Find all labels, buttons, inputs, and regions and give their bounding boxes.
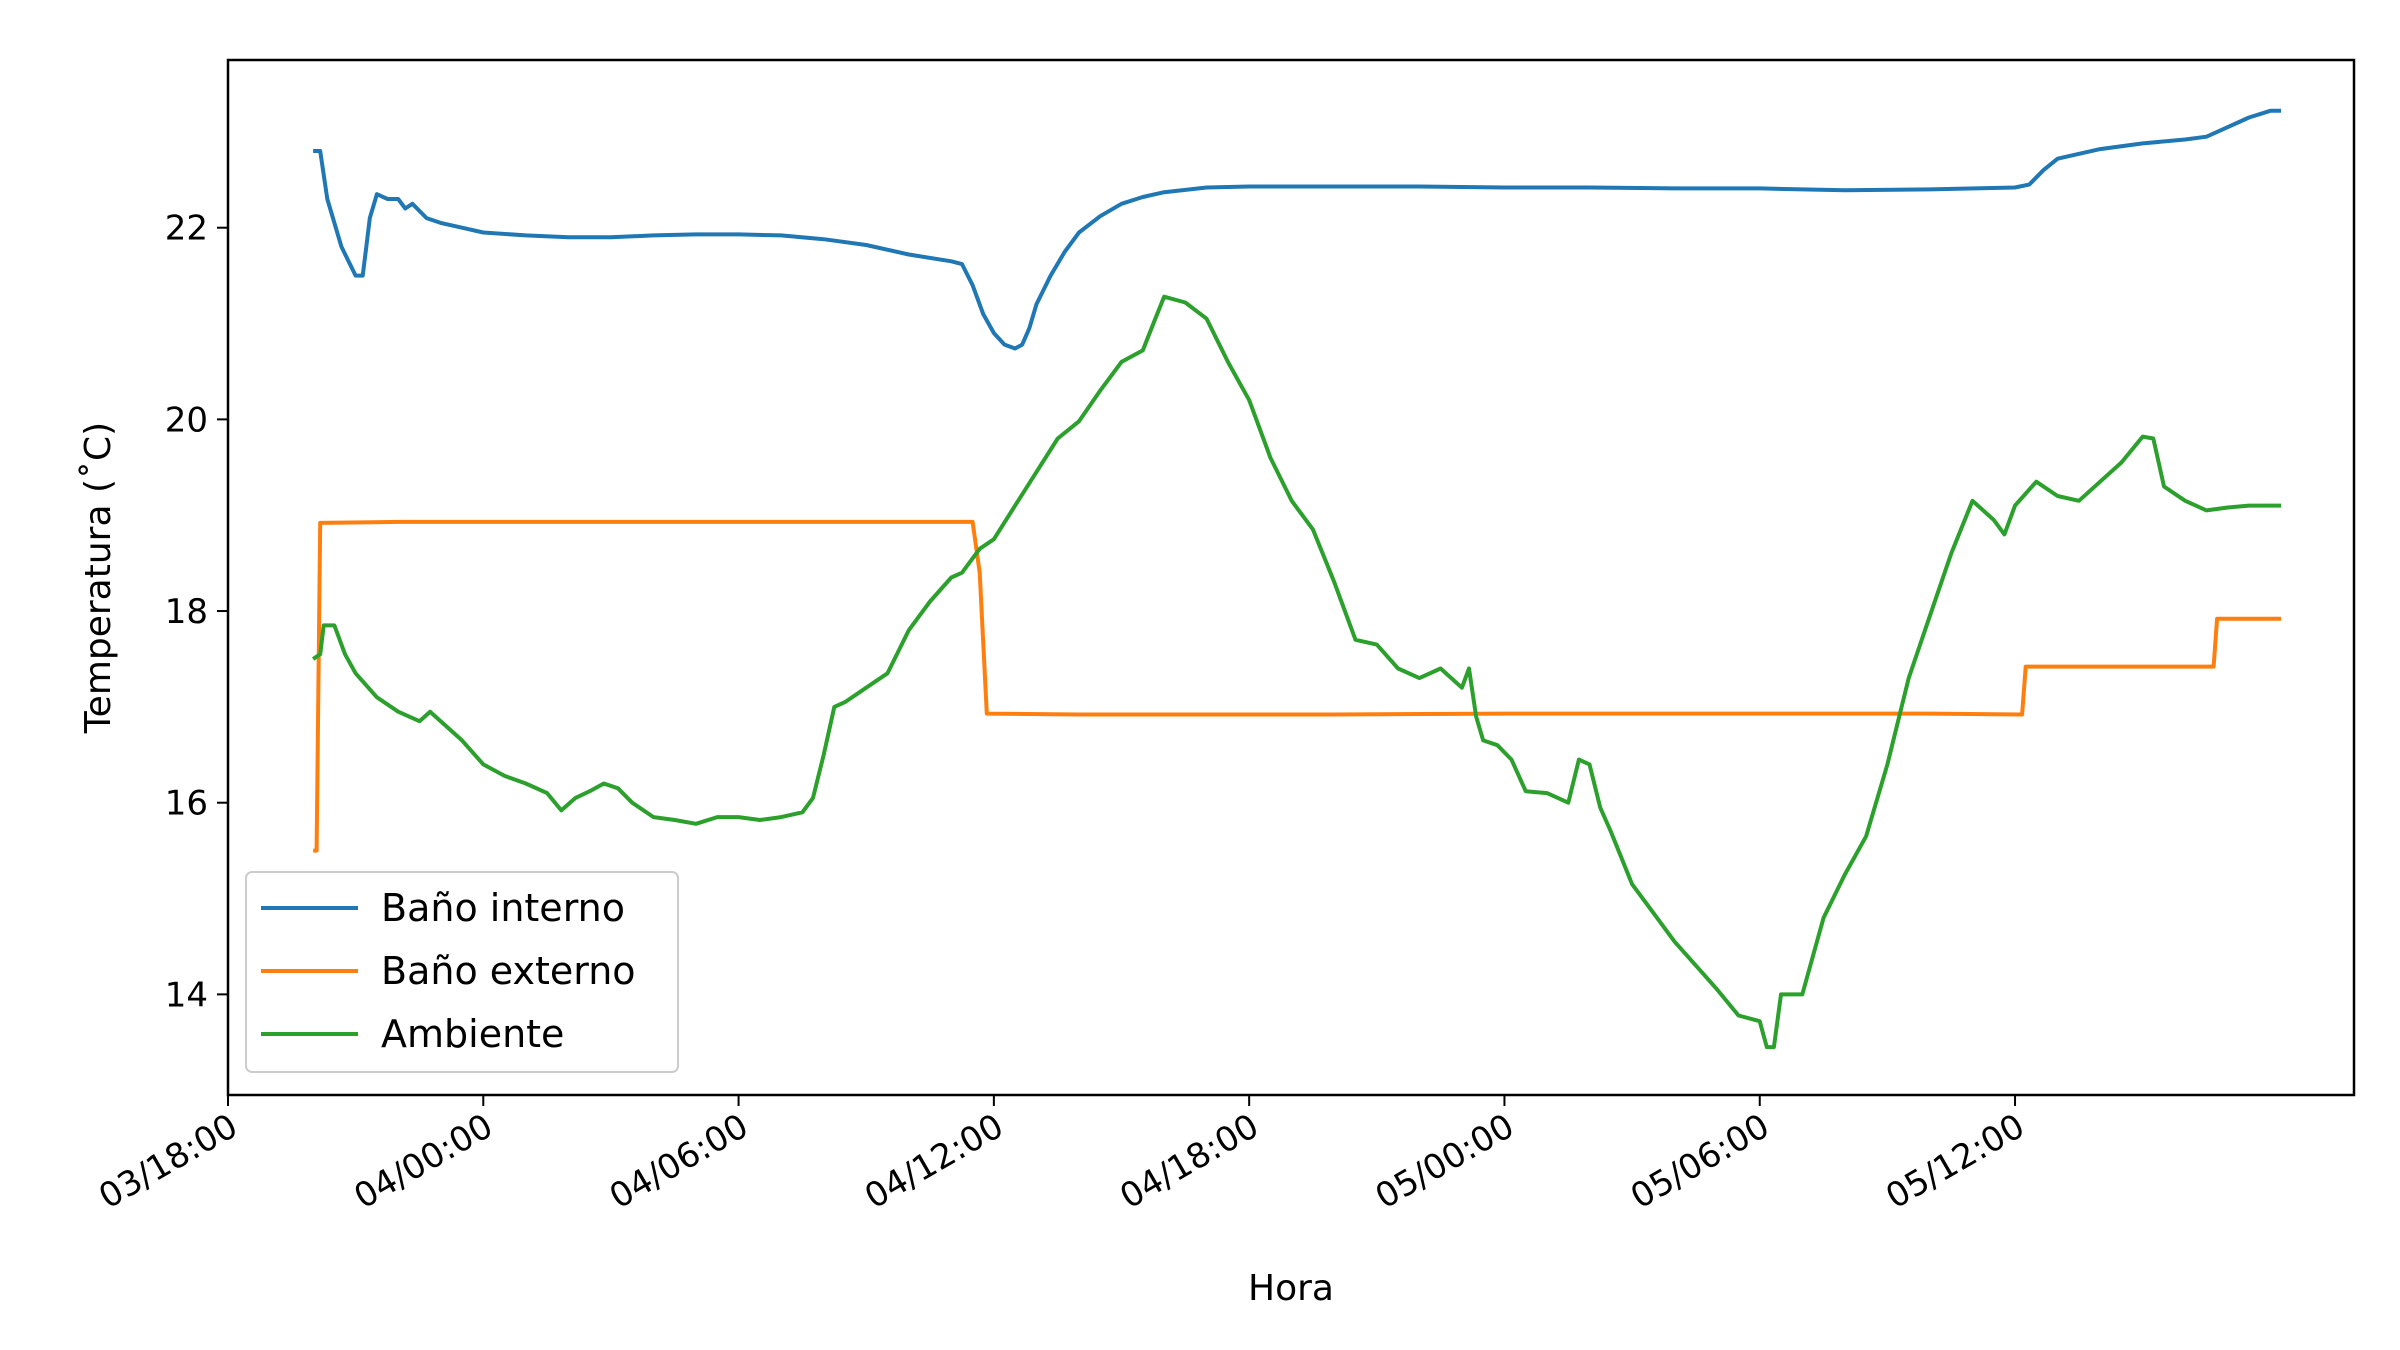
y-tick-label: 22 [165, 209, 208, 249]
x-tick-label: 05/12:00 [1879, 1106, 2031, 1217]
x-tick-label: 04/12:00 [858, 1106, 1010, 1217]
series-line-3 [311, 294, 2281, 1050]
y-tick-label: 20 [165, 400, 208, 440]
series-line-2 [313, 519, 2281, 853]
legend-label: Ambiente [381, 1012, 564, 1056]
legend-label: Baño interno [381, 886, 625, 930]
x-axis: 03/18:00 04/00:00 04/06:00 04/12:00 04/18:00… [92, 1095, 2032, 1217]
series-line-1 [313, 108, 2281, 351]
x-tick-label: 05/06:00 [1624, 1106, 1776, 1217]
series-layer [311, 108, 2281, 1050]
x-tick-label: 04/00:00 [348, 1106, 500, 1217]
legend: Baño interno Baño externo Ambiente [245, 871, 679, 1073]
x-axis-title: Hora [1248, 1268, 1334, 1309]
x-tick-label: 03/18:00 [92, 1106, 244, 1217]
y-tick-label: 14 [165, 975, 208, 1015]
legend-label: Baño externo [381, 949, 636, 993]
plot-frame [226, 58, 2356, 1097]
y-tick-label: 18 [165, 592, 208, 632]
y-axis-title: Temperatura (˚C) [78, 422, 119, 734]
legend-box [245, 871, 679, 1073]
y-tick-label: 16 [165, 784, 208, 824]
x-tick-label: 04/18:00 [1113, 1106, 1265, 1217]
y-axis: 14 16 18 20 22 [165, 209, 228, 1015]
x-tick-label: 04/06:00 [603, 1106, 755, 1217]
x-tick-label: 05/00:00 [1369, 1106, 1521, 1217]
